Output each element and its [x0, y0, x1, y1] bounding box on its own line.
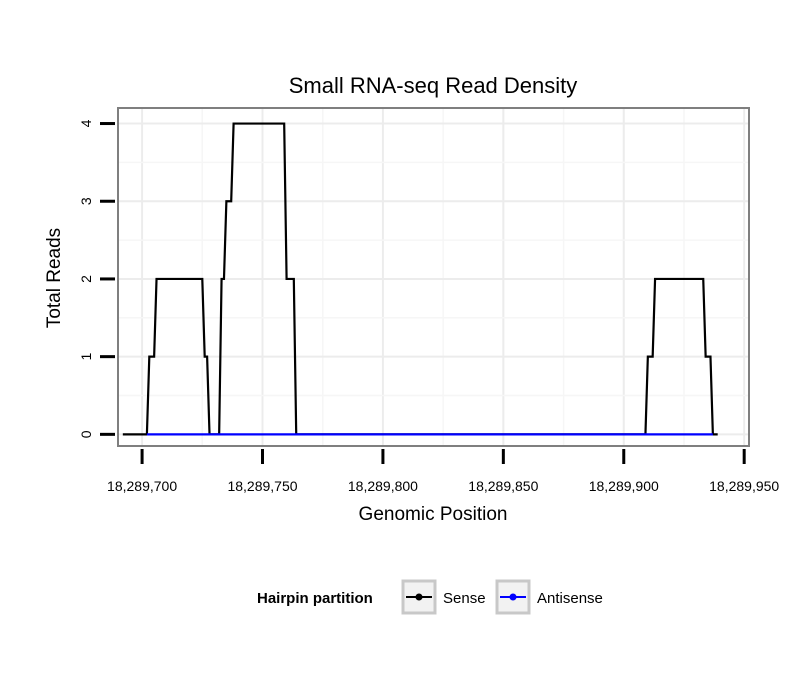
x-tick-label: 18,289,900 [589, 478, 659, 494]
legend-label-sense: Sense [443, 590, 486, 607]
legend-key-point [415, 593, 423, 601]
legend: Hairpin partition Sense Antisense [257, 579, 603, 615]
y-tick-label: 1 [78, 353, 94, 361]
series-lines [122, 122, 718, 436]
x-axis: 18,289,700 18,289,750 18,289,800 18,289,850… [107, 449, 779, 494]
plot-panel [117, 107, 750, 447]
x-tick-label: 18,289,950 [709, 478, 779, 494]
chart-title: Small RNA-seq Read Density [289, 73, 578, 98]
legend-title: Hairpin partition [257, 590, 373, 607]
y-axis-title: Total Reads [44, 228, 65, 328]
y-tick-label: 0 [78, 430, 94, 438]
y-tick-label: 4 [78, 119, 94, 127]
series-line-sense [122, 122, 718, 436]
legend-label-antisense: Antisense [537, 590, 603, 607]
y-tick-label: 3 [78, 197, 94, 205]
x-tick-label: 18,289,800 [348, 478, 418, 494]
legend-key-point [509, 593, 517, 601]
y-tick-label: 2 [78, 275, 94, 283]
y-axis: 0 1 2 3 4 [78, 119, 115, 438]
x-tick-label: 18,289,700 [107, 478, 177, 494]
x-axis-title: Genomic Position [359, 504, 508, 525]
x-tick-label: 18,289,750 [227, 478, 297, 494]
grid-lines [118, 108, 749, 446]
x-tick-label: 18,289,850 [468, 478, 538, 494]
